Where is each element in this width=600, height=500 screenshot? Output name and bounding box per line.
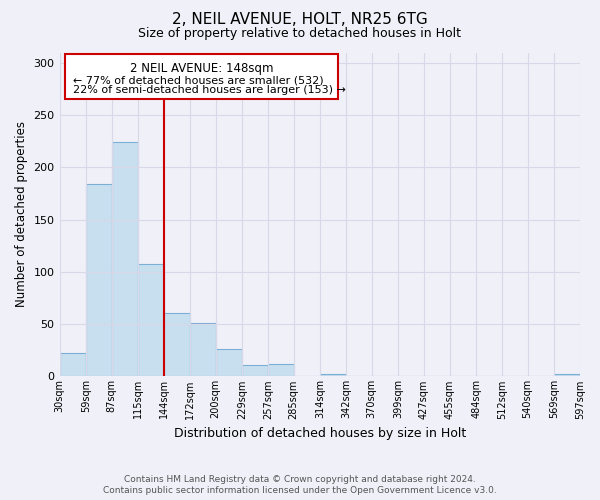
Text: 2, NEIL AVENUE, HOLT, NR25 6TG: 2, NEIL AVENUE, HOLT, NR25 6TG — [172, 12, 428, 28]
X-axis label: Distribution of detached houses by size in Holt: Distribution of detached houses by size … — [173, 427, 466, 440]
Text: Size of property relative to detached houses in Holt: Size of property relative to detached ho… — [139, 28, 461, 40]
Bar — [164, 312, 190, 376]
Text: 22% of semi-detached houses are larger (153) →: 22% of semi-detached houses are larger (… — [73, 85, 346, 95]
Text: Contains HM Land Registry data © Crown copyright and database right 2024.: Contains HM Land Registry data © Crown c… — [124, 475, 476, 484]
Text: ← 77% of detached houses are smaller (532): ← 77% of detached houses are smaller (53… — [73, 75, 323, 85]
Text: Contains public sector information licensed under the Open Government Licence v3: Contains public sector information licen… — [103, 486, 497, 495]
Y-axis label: Number of detached properties: Number of detached properties — [15, 122, 28, 308]
Text: 2 NEIL AVENUE: 148sqm: 2 NEIL AVENUE: 148sqm — [130, 62, 273, 75]
Bar — [112, 142, 137, 376]
Bar — [59, 354, 86, 376]
Bar — [320, 374, 346, 376]
FancyBboxPatch shape — [65, 54, 338, 100]
Bar — [554, 374, 580, 376]
Bar — [86, 184, 112, 376]
Bar — [137, 264, 164, 376]
Bar — [242, 365, 268, 376]
Bar — [215, 349, 242, 376]
Bar — [190, 323, 215, 376]
Bar — [268, 364, 293, 376]
